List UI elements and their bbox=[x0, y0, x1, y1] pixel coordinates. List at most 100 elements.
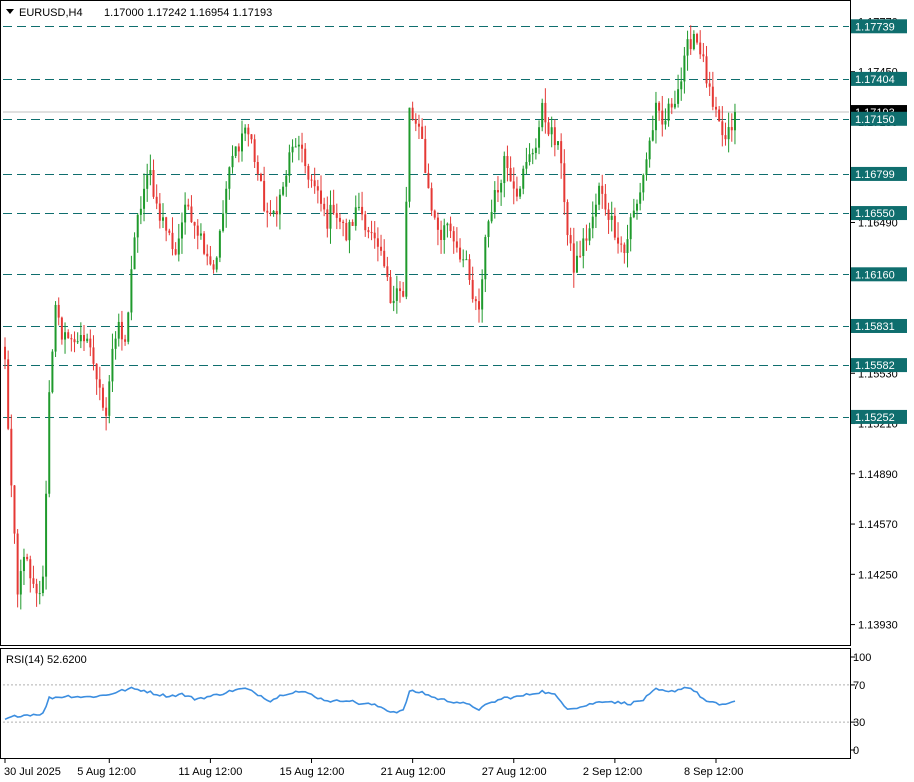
candle bbox=[89, 329, 92, 357]
candle-body bbox=[651, 130, 654, 141]
candle bbox=[291, 139, 294, 163]
candle-body bbox=[392, 300, 395, 304]
candle bbox=[651, 115, 654, 142]
candle bbox=[162, 203, 164, 229]
candlesticks bbox=[4, 25, 736, 610]
candle bbox=[22, 548, 25, 585]
candle bbox=[689, 25, 692, 55]
candle-body bbox=[13, 485, 16, 534]
candle bbox=[509, 156, 512, 182]
candle-body bbox=[721, 121, 724, 136]
candle bbox=[623, 242, 626, 264]
candle bbox=[171, 217, 174, 256]
candle-body bbox=[10, 428, 13, 486]
candle bbox=[474, 296, 477, 311]
candle-body bbox=[111, 348, 114, 382]
price-panel[interactable] bbox=[0, 0, 851, 646]
candle-body bbox=[715, 106, 717, 110]
candle bbox=[120, 310, 123, 351]
candle-body bbox=[689, 39, 692, 50]
candle-body bbox=[120, 321, 123, 340]
candle bbox=[677, 74, 680, 108]
candle-body bbox=[76, 341, 79, 343]
y-tick-label: 1.14250 bbox=[858, 569, 898, 581]
candle bbox=[610, 201, 613, 232]
candle-body bbox=[329, 204, 332, 229]
candle-body bbox=[386, 266, 389, 277]
candle bbox=[380, 234, 383, 256]
candle bbox=[253, 134, 256, 169]
candle-body bbox=[496, 190, 499, 193]
rsi-indicator: 100 70 30 0 bbox=[3, 652, 871, 757]
candle-body bbox=[636, 203, 638, 211]
candle bbox=[266, 202, 269, 228]
candle bbox=[259, 172, 262, 182]
candle bbox=[500, 179, 503, 206]
candle-body bbox=[598, 185, 601, 205]
candle-body bbox=[506, 156, 509, 168]
candle bbox=[335, 203, 338, 230]
level-badge bbox=[851, 206, 907, 221]
candle-body bbox=[594, 204, 597, 217]
candle bbox=[297, 135, 300, 161]
candle-body bbox=[215, 257, 218, 270]
candle bbox=[244, 124, 247, 142]
candle bbox=[557, 140, 559, 150]
candle bbox=[639, 182, 642, 211]
candle-body bbox=[569, 235, 572, 244]
candle bbox=[41, 565, 44, 597]
candle-body bbox=[133, 237, 136, 270]
candle-body bbox=[582, 238, 585, 256]
candle bbox=[547, 117, 550, 137]
candle-body bbox=[29, 559, 32, 579]
candle bbox=[111, 333, 114, 393]
candle-body bbox=[357, 206, 360, 208]
candle-body bbox=[481, 279, 484, 310]
dropdown-triangle-icon[interactable] bbox=[6, 9, 14, 14]
candle bbox=[696, 32, 699, 45]
candle-body bbox=[699, 42, 702, 55]
candle bbox=[686, 30, 689, 71]
rsi-panel[interactable] bbox=[0, 648, 851, 759]
candle-body bbox=[459, 247, 462, 260]
candle bbox=[19, 559, 22, 610]
candle-body bbox=[591, 216, 594, 229]
candle bbox=[661, 95, 664, 137]
candle bbox=[304, 143, 307, 174]
candle bbox=[307, 163, 310, 189]
candle-body bbox=[64, 332, 67, 340]
candle bbox=[7, 350, 10, 431]
candle-body bbox=[38, 593, 41, 595]
candle-body bbox=[114, 338, 117, 349]
candle bbox=[383, 239, 386, 268]
candle bbox=[95, 363, 98, 395]
candle-body bbox=[692, 34, 695, 50]
candle-body bbox=[487, 221, 490, 238]
candle bbox=[395, 275, 398, 314]
candle bbox=[601, 174, 604, 209]
candle-body bbox=[673, 103, 676, 108]
candle bbox=[101, 383, 104, 411]
candle bbox=[326, 196, 329, 238]
candle-body bbox=[105, 407, 108, 416]
candle-body bbox=[617, 237, 620, 244]
candle-body bbox=[411, 107, 414, 120]
candle-body bbox=[231, 155, 234, 168]
candle-body bbox=[449, 223, 452, 232]
candle bbox=[376, 227, 379, 262]
candle bbox=[73, 331, 76, 353]
candle-body bbox=[557, 141, 559, 146]
candle bbox=[459, 238, 462, 263]
candle bbox=[629, 213, 632, 252]
candle bbox=[250, 134, 253, 144]
candle bbox=[64, 322, 67, 354]
candle bbox=[733, 103, 736, 145]
candle-body bbox=[193, 222, 196, 226]
level-badge bbox=[851, 19, 907, 34]
candle-body bbox=[446, 223, 449, 226]
candle-body bbox=[683, 55, 686, 82]
candle bbox=[313, 167, 316, 194]
candle-body bbox=[323, 203, 326, 210]
candle bbox=[136, 213, 139, 253]
